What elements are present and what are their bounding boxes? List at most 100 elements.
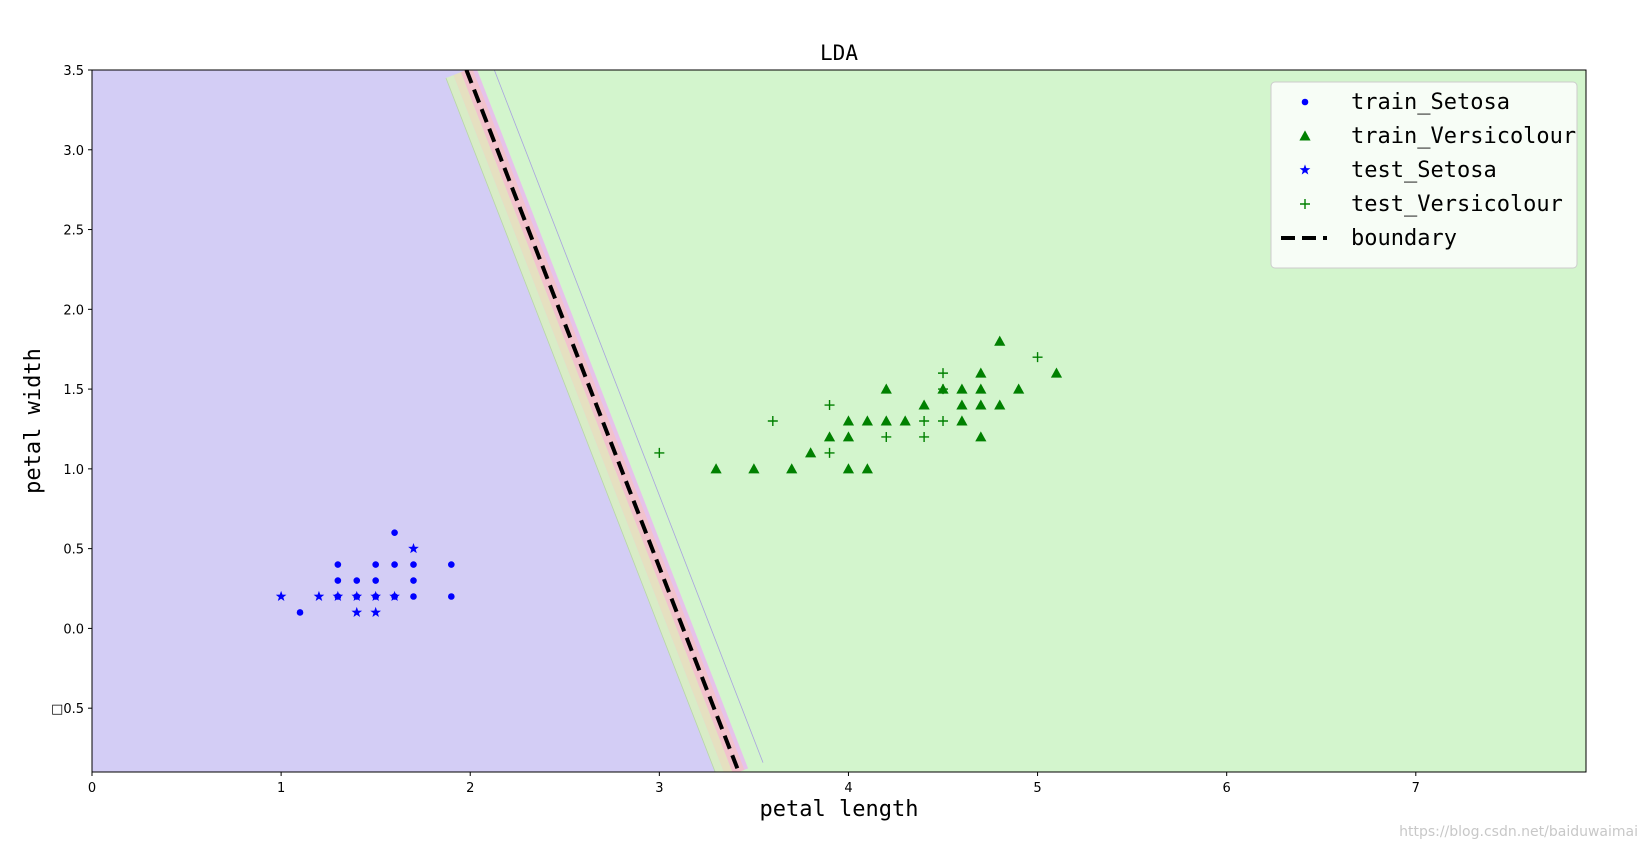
- point-train_Versicolour-20: [975, 383, 987, 394]
- legend-label-boundary: boundary: [1351, 226, 1457, 251]
- point-train_Versicolour-8: [861, 463, 873, 474]
- band-mid-versicolour: [445, 75, 724, 772]
- y-tick-label-3.0: 3.0: [63, 144, 84, 159]
- legend-label-train_Versicolour: train_Versicolour: [1351, 124, 1576, 149]
- point-train_Versicolour-16: [956, 399, 968, 410]
- contour-line-1: [493, 70, 764, 763]
- y-tick-label-2.0: 2.0: [63, 303, 84, 318]
- point-train_Setosa-11: [391, 529, 398, 536]
- y-tick-label-3.5: 3.5: [63, 64, 84, 79]
- x-tick-label-2: 2: [466, 781, 474, 796]
- contour-line-2: [445, 77, 716, 772]
- x-tick-label-6: 6: [1223, 781, 1231, 796]
- point-test_Versicolour-0: [654, 447, 665, 458]
- legend-marker-train_Setosa: [1301, 98, 1309, 106]
- point-train_Setosa-8: [372, 561, 379, 568]
- point-train_Versicolour-24: [1013, 383, 1025, 394]
- point-train_Versicolour-1: [748, 463, 760, 474]
- chart-title: LDA: [820, 41, 858, 65]
- series-test_Versicolour: [654, 352, 1043, 458]
- point-train_Versicolour-25: [1050, 367, 1063, 378]
- point-test_Versicolour-2: [824, 447, 835, 458]
- y-tick-label-2.5: 2.5: [63, 224, 84, 239]
- point-train_Versicolour-6: [842, 431, 855, 442]
- point-train_Versicolour-18: [975, 431, 987, 442]
- point-train_Versicolour-2: [786, 463, 798, 474]
- point-train_Versicolour-4: [823, 431, 836, 442]
- y-tick-label-1.0: 1.0: [63, 463, 84, 478]
- point-train_Versicolour-9: [861, 415, 873, 426]
- point-train_Setosa-12: [410, 593, 417, 600]
- point-test_Setosa-4: [351, 590, 363, 602]
- point-train_Versicolour-17: [956, 383, 968, 394]
- y-tick-label-0.5: 0.5: [63, 543, 84, 558]
- point-test_Setosa-7: [389, 590, 400, 602]
- point-test_Versicolour-3: [824, 400, 835, 411]
- legend-label-test_Setosa: test_Setosa: [1351, 158, 1497, 183]
- point-train_Setosa-7: [372, 577, 379, 584]
- y-tick-label-1.5: 1.5: [63, 383, 84, 398]
- region-setosa: [92, 70, 739, 772]
- plot-frame: [91, 69, 1587, 773]
- x-tick-label-1: 1: [277, 781, 285, 796]
- point-test_Setosa-1: [313, 590, 325, 602]
- point-test_Setosa-6: [370, 590, 381, 602]
- point-train_Versicolour-23: [994, 335, 1006, 346]
- point-train_Versicolour-21: [975, 367, 987, 378]
- band-lower-versicolour: [453, 72, 733, 772]
- point-test_Setosa-3: [351, 606, 363, 617]
- point-train_Setosa-5: [353, 577, 361, 584]
- x-tick-label-5: 5: [1033, 781, 1041, 796]
- y-tick-label-0.0: 0.0: [63, 622, 84, 637]
- point-test_Versicolour-5: [919, 431, 930, 442]
- point-test_Setosa-8: [408, 543, 419, 554]
- point-train_Versicolour-12: [899, 415, 911, 426]
- legend-label-test_Versicolour: test_Versicolour: [1351, 192, 1563, 217]
- point-train_Versicolour-5: [842, 463, 855, 474]
- point-train_Versicolour-11: [880, 383, 892, 394]
- point-test_Versicolour-9: [938, 368, 949, 379]
- series-test_Setosa: [275, 543, 419, 617]
- point-train_Versicolour-22: [994, 399, 1006, 410]
- point-test_Setosa-2: [332, 590, 344, 602]
- point-train_Versicolour-19: [975, 399, 987, 410]
- y-tick-label-□0.5: □0.5: [51, 702, 84, 717]
- point-train_Setosa-3: [334, 561, 342, 568]
- point-test_Versicolour-8: [938, 384, 949, 395]
- legend-marker-train_Versicolour: [1299, 130, 1311, 141]
- point-test_Versicolour-7: [938, 416, 949, 426]
- legend-marker-test_Setosa: [1299, 164, 1311, 175]
- point-train_Versicolour-0: [710, 463, 722, 474]
- point-train_Versicolour-7: [842, 415, 855, 426]
- point-train_Setosa-16: [448, 561, 455, 568]
- point-train_Setosa-13: [410, 577, 417, 584]
- x-tick-label-7: 7: [1412, 781, 1420, 796]
- x-axis: 0 1 2 3 4 5 6 7: [88, 772, 1420, 796]
- legend-marker-test_Versicolour: [1300, 199, 1310, 209]
- legend-label-train_Setosa: train_Setosa: [1351, 90, 1510, 115]
- legend: train_Setosa train_Versicolour test_Setosa…: [1270, 81, 1578, 269]
- point-test_Versicolour-6: [919, 416, 930, 426]
- watermark-text: https://blog.csdn.net/baiduwaimai: [1399, 824, 1638, 840]
- series-train_Versicolour: [710, 335, 1063, 474]
- point-train_Versicolour-10: [880, 415, 892, 426]
- y-axis: 3.5 3.0 2.5 2.0 1.5 1.0 0.5 0.0 □0.5: [51, 64, 92, 717]
- point-test_Setosa-5: [370, 606, 381, 617]
- point-train_Versicolour-13: [918, 399, 930, 410]
- point-test_Versicolour-4: [881, 431, 892, 442]
- point-train_Setosa-10: [391, 561, 398, 568]
- x-tick-label-3: 3: [655, 781, 663, 796]
- y-axis-title: petal width: [21, 348, 46, 494]
- x-tick-label-4: 4: [844, 781, 852, 796]
- band-boundary: [460, 70, 745, 772]
- point-train_Setosa-0: [296, 609, 304, 616]
- point-train_Versicolour-3: [805, 447, 817, 458]
- point-test_Versicolour-1: [767, 416, 778, 426]
- x-axis-title: petal length: [760, 797, 919, 822]
- legend-box: [1270, 81, 1578, 269]
- point-train_Versicolour-15: [956, 415, 968, 426]
- point-train_Setosa-14: [410, 561, 417, 568]
- point-test_Setosa-0: [275, 590, 287, 602]
